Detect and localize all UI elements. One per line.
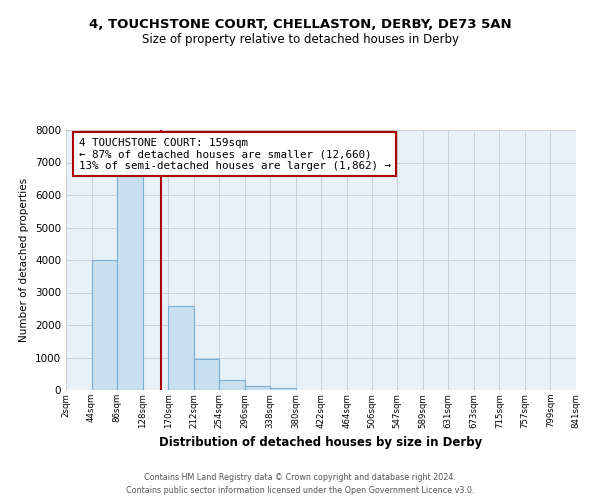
Bar: [168, 306, 194, 390]
Bar: [92, 260, 117, 390]
Text: 4 TOUCHSTONE COURT: 159sqm
← 87% of detached houses are smaller (12,660)
13% of : 4 TOUCHSTONE COURT: 159sqm ← 87% of deta…: [79, 138, 391, 171]
Text: 4, TOUCHSTONE COURT, CHELLASTON, DERBY, DE73 5AN: 4, TOUCHSTONE COURT, CHELLASTON, DERBY, …: [89, 18, 511, 30]
Text: Contains HM Land Registry data © Crown copyright and database right 2024.: Contains HM Land Registry data © Crown c…: [144, 474, 456, 482]
Bar: [117, 176, 143, 390]
Bar: [219, 380, 245, 390]
Y-axis label: Number of detached properties: Number of detached properties: [19, 178, 29, 342]
Bar: [270, 388, 296, 390]
X-axis label: Distribution of detached houses by size in Derby: Distribution of detached houses by size …: [160, 436, 482, 449]
Text: Contains public sector information licensed under the Open Government Licence v3: Contains public sector information licen…: [126, 486, 474, 495]
Bar: [245, 386, 270, 390]
Text: Size of property relative to detached houses in Derby: Size of property relative to detached ho…: [142, 32, 458, 46]
Bar: [194, 359, 219, 390]
